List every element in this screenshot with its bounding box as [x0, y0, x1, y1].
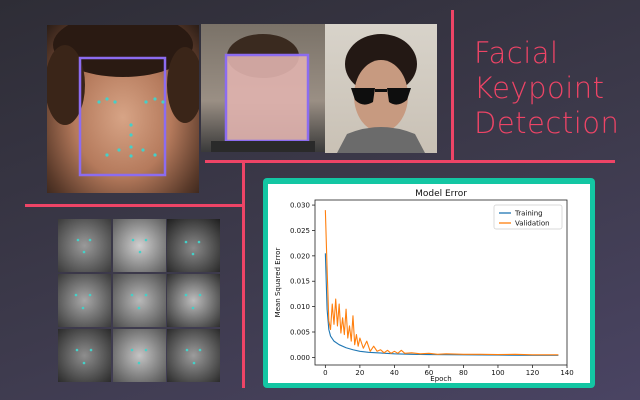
sunglasses-face-illustration: [337, 34, 425, 153]
x-tick-label: 20: [355, 369, 364, 377]
y-tick-label: 0.005: [290, 329, 310, 337]
accent-line-vertical-top: [451, 10, 454, 162]
series-line-training: [324, 253, 559, 356]
title-line-3: Detection: [474, 106, 620, 140]
x-tick-label: 40: [390, 369, 399, 377]
grid-face-4: [58, 274, 111, 327]
chart-legend: Training Validation: [493, 204, 563, 230]
face-photo-sunglasses: [325, 24, 437, 153]
grid-face-5: [113, 274, 166, 327]
grid-face-8: [113, 329, 166, 382]
sunglasses-left-lens: [351, 88, 375, 105]
title-line-2: Keypoint: [474, 71, 605, 105]
y-tick-label: 0.015: [290, 278, 310, 286]
x-tick-label: 60: [424, 369, 433, 377]
series-line-validation: [324, 210, 559, 356]
legend-label-validation: Validation: [515, 220, 550, 228]
y-axis-label: Mean Squared Error: [274, 248, 282, 318]
grid-face-3: [167, 219, 220, 272]
model-error-chart: Model Error Epoch Mean Squared Error 0 20…: [268, 184, 590, 383]
sunglasses-right-lens: [387, 88, 411, 105]
x-tick-label: 80: [459, 369, 468, 377]
grid-face-6: [167, 274, 220, 327]
face-photo-keypoints: [47, 25, 199, 193]
y-tick-label: 0.000: [290, 354, 310, 362]
face-bounding-box: [78, 56, 167, 177]
x-tick-label: 0: [323, 369, 327, 377]
plot-frame: [314, 199, 568, 366]
y-tick-label: 0.030: [290, 202, 310, 210]
chart-title: Model Error: [415, 189, 467, 199]
x-axis-label: Epoch: [430, 375, 451, 383]
grid-face-7: [58, 329, 111, 382]
keypoint-markers: [97, 97, 165, 158]
y-tick-label: 0.020: [290, 252, 310, 260]
accent-line-vertical-bottom: [242, 160, 245, 388]
x-tick-label: 120: [526, 369, 539, 377]
series-lines: [324, 210, 559, 356]
face-illustration: [47, 25, 199, 177]
accent-line-horizontal-left: [25, 204, 245, 207]
grid-face-2: [113, 219, 166, 272]
x-tick-label: 140: [560, 369, 573, 377]
axes: 0 20 40 60 80 100 120 140 0.000 0.005 0.010 0.015 0.…: [290, 202, 574, 377]
face-photo-blurred: [201, 24, 325, 152]
y-tick-label: 0.010: [290, 303, 310, 311]
x-tick-label: 100: [491, 369, 504, 377]
grid-face-1: [58, 219, 111, 272]
legend-label-training: Training: [514, 210, 543, 218]
chart-panel: Model Error Epoch Mean Squared Error 0 20…: [263, 178, 595, 388]
grid-face-9: [167, 329, 220, 382]
blurred-face-illustration: [211, 34, 315, 152]
title-line-1: Facial: [474, 36, 559, 70]
accent-line-horizontal-middle: [205, 160, 615, 163]
y-tick-label: 0.025: [290, 227, 310, 235]
